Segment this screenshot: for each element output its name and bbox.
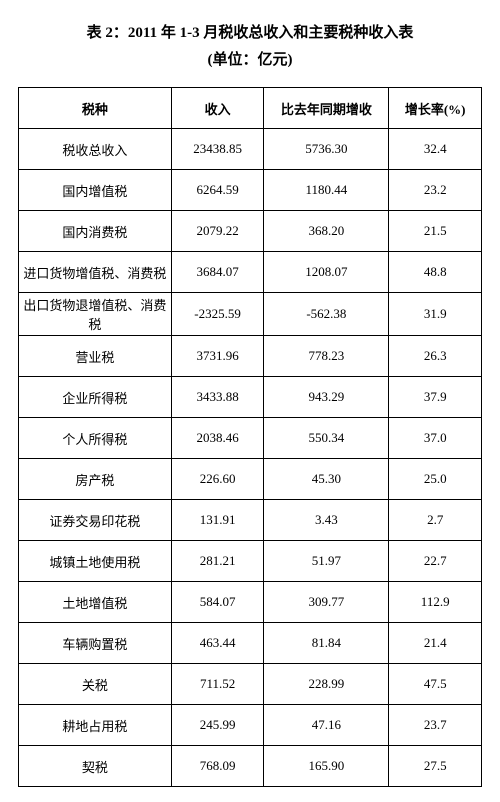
table-subtitle: (单位：亿元) [18,48,482,69]
table-cell: 3433.88 [171,377,264,418]
table-cell: 2038.46 [171,418,264,459]
table-cell: 2079.22 [171,211,264,252]
table-cell: 245.99 [171,705,264,746]
table-cell: 23438.85 [171,129,264,170]
table-row: 关税711.52228.9947.5 [19,664,482,705]
table-cell: 228.99 [264,664,389,705]
table-cell: 778.23 [264,336,389,377]
table-row: 进口货物增值税、消费税3684.071208.0748.8 [19,252,482,293]
table-cell: 32.4 [389,129,482,170]
table-cell: 226.60 [171,459,264,500]
table-cell: 3731.96 [171,336,264,377]
col-header: 比去年同期增收 [264,88,389,129]
table-cell: 关税 [19,664,172,705]
table-row: 税收总收入23438.855736.3032.4 [19,129,482,170]
table-cell: 税收总收入 [19,129,172,170]
table-row: 国内消费税2079.22368.2021.5 [19,211,482,252]
table-cell: 711.52 [171,664,264,705]
col-header: 增长率(%) [389,88,482,129]
table-row: 营业税3731.96778.2326.3 [19,336,482,377]
table-cell: 112.9 [389,582,482,623]
table-cell: 营业税 [19,336,172,377]
table-row: 耕地占用税245.9947.1623.7 [19,705,482,746]
table-cell: 47.5 [389,664,482,705]
table-cell: 城镇土地使用税 [19,541,172,582]
table-cell: 证券交易印花税 [19,500,172,541]
table-cell: 21.4 [389,623,482,664]
table-row: 出口货物退增值税、消费税-2325.59-562.3831.9 [19,293,482,336]
table-row: 房产税226.6045.3025.0 [19,459,482,500]
table-cell: 165.90 [264,746,389,787]
table-row: 证券交易印花税131.913.432.7 [19,500,482,541]
table-cell: 22.7 [389,541,482,582]
table-cell: 5736.30 [264,129,389,170]
table-cell: 48.8 [389,252,482,293]
table-title: 表 2：2011 年 1-3 月税收总收入和主要税种收入表 [18,23,482,44]
table-cell: 车辆购置税 [19,623,172,664]
table-row: 土地增值税584.07309.77112.9 [19,582,482,623]
table-cell: 943.29 [264,377,389,418]
table-cell: 81.84 [264,623,389,664]
table-cell: 26.3 [389,336,482,377]
table-cell: 土地增值税 [19,582,172,623]
table-cell: 国内增值税 [19,170,172,211]
col-header: 收入 [171,88,264,129]
table-row: 城镇土地使用税281.2151.9722.7 [19,541,482,582]
table-cell: 768.09 [171,746,264,787]
table-cell: 37.9 [389,377,482,418]
table-header-row: 税种 收入 比去年同期增收 增长率(%) [19,88,482,129]
col-header: 税种 [19,88,172,129]
table-row: 车辆购置税463.4481.8421.4 [19,623,482,664]
table-cell: 281.21 [171,541,264,582]
table-cell: 企业所得税 [19,377,172,418]
table-cell: 27.5 [389,746,482,787]
table-cell: 47.16 [264,705,389,746]
table-cell: 51.97 [264,541,389,582]
table-cell: 131.91 [171,500,264,541]
table-cell: 6264.59 [171,170,264,211]
table-cell: 个人所得税 [19,418,172,459]
table-cell: 契税 [19,746,172,787]
table-cell: 国内消费税 [19,211,172,252]
table-cell: 45.30 [264,459,389,500]
table-row: 国内增值税6264.591180.4423.2 [19,170,482,211]
table-cell: 3684.07 [171,252,264,293]
table-cell: 309.77 [264,582,389,623]
table-cell: 25.0 [389,459,482,500]
table-cell: 584.07 [171,582,264,623]
table-cell: 2.7 [389,500,482,541]
table-cell: 1180.44 [264,170,389,211]
table-cell: 21.5 [389,211,482,252]
table-cell: -2325.59 [171,293,264,336]
table-cell: 368.20 [264,211,389,252]
table-cell: 550.34 [264,418,389,459]
table-cell: 进口货物增值税、消费税 [19,252,172,293]
table-cell: 3.43 [264,500,389,541]
table-cell: 23.2 [389,170,482,211]
table-cell: 31.9 [389,293,482,336]
table-row: 契税768.09165.9027.5 [19,746,482,787]
table-cell: -562.38 [264,293,389,336]
table-cell: 23.7 [389,705,482,746]
table-row: 个人所得税2038.46550.3437.0 [19,418,482,459]
tax-table: 税种 收入 比去年同期增收 增长率(%) 税收总收入23438.855736.3… [18,87,482,787]
table-cell: 耕地占用税 [19,705,172,746]
table-cell: 463.44 [171,623,264,664]
table-cell: 1208.07 [264,252,389,293]
table-row: 企业所得税3433.88943.2937.9 [19,377,482,418]
table-cell: 出口货物退增值税、消费税 [19,293,172,336]
table-cell: 房产税 [19,459,172,500]
table-cell: 37.0 [389,418,482,459]
